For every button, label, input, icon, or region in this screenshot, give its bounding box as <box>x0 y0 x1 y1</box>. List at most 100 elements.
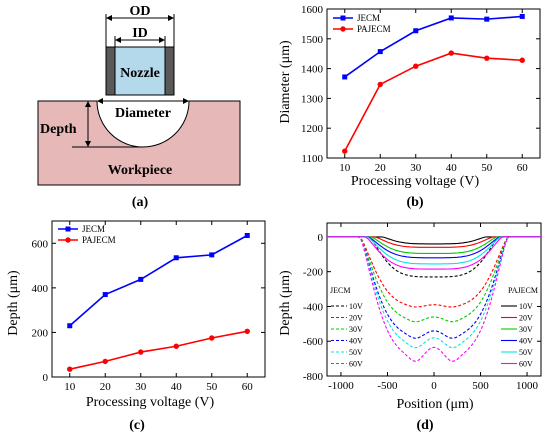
data-point-jecm <box>484 16 490 22</box>
data-point-jecm <box>244 232 250 238</box>
x-tick-label: 50 <box>206 381 218 393</box>
depth-label: Depth <box>40 122 77 137</box>
legend-label-pajecm-40V: 40V <box>519 337 533 346</box>
panel-label-a: (a) <box>132 195 149 210</box>
x-tick-label: -500 <box>377 380 398 392</box>
ylabel-b: Diameter (μm) <box>278 40 293 124</box>
legend-label-pajecm: PAJECM <box>82 235 116 245</box>
profile-pajecm-50V <box>327 236 541 265</box>
series-line-jecm <box>69 234 248 327</box>
x-tick-label: 20 <box>100 381 112 393</box>
x-tick-label: 60 <box>242 381 254 393</box>
legend-label-pajecm-50V: 50V <box>519 348 533 357</box>
data-point-pajecm <box>173 343 179 349</box>
legend-label-pajecm-10V: 10V <box>519 302 533 311</box>
x-tick-label: 500 <box>472 380 489 392</box>
y-tick-label: -400 <box>303 301 324 313</box>
profile-pajecm-20V <box>327 236 541 248</box>
x-tick-label: 40 <box>171 381 183 393</box>
chart-profiles: (d) Position (μm) Depth (μm) -1000 -500 0 5… <box>278 222 542 433</box>
legend-label-pajecm-20V: 20V <box>519 314 533 323</box>
data-point-pajecm <box>209 335 215 341</box>
diameter-label: Diameter <box>115 106 171 121</box>
data-point-pajecm <box>413 63 419 69</box>
x-tick-label: 30 <box>410 162 422 174</box>
panel-label-c: (c) <box>129 418 145 433</box>
x-tick-label: 10 <box>64 381 76 393</box>
x-tick-label: 20 <box>375 162 387 174</box>
nozzle-wall-right <box>164 46 175 96</box>
nozzle-inner <box>115 47 165 95</box>
y-tick-label: -800 <box>303 371 324 383</box>
data-point-pajecm <box>484 55 490 61</box>
legend-label-jecm-20V: 20V <box>349 314 363 323</box>
data-point-pajecm <box>138 349 144 355</box>
xlabel-b: Processing voltage (V) <box>351 174 480 189</box>
legend-label-jecm-50V: 50V <box>349 348 363 357</box>
y-tick-label: 1500 <box>301 34 324 46</box>
y-tick-label: 1600 <box>301 4 324 16</box>
legend-marker <box>65 226 71 232</box>
y-tick-label: -200 <box>303 267 324 279</box>
legend-label-jecm: JECM <box>357 13 380 23</box>
nozzle-label: Nozzle <box>120 66 160 81</box>
series-line-jecm <box>344 15 523 78</box>
y-tick-label: 1200 <box>301 123 324 135</box>
y-tick-label: 600 <box>32 238 49 250</box>
chart-depth: (c) Processing voltage (V) Depth (μm) 10… <box>6 220 266 433</box>
plot-frame <box>51 220 266 378</box>
x-tick-label: -1000 <box>328 380 354 392</box>
x-tick-label: 50 <box>481 162 493 174</box>
plot-frame <box>326 8 541 159</box>
data-point-pajecm <box>67 366 73 372</box>
data-point-pajecm <box>377 81 383 88</box>
data-point-jecm <box>519 13 525 19</box>
profile-pajecm-60V <box>327 236 541 270</box>
legend-label-jecm-60V: 60V <box>349 360 363 369</box>
data-point-jecm <box>67 323 73 329</box>
data-point-jecm <box>209 252 215 258</box>
data-point-pajecm <box>244 328 250 335</box>
data-point-pajecm <box>342 148 348 154</box>
y-tick-label: 200 <box>32 327 49 339</box>
legend-label-jecm-10V: 10V <box>349 302 363 311</box>
data-point-jecm <box>342 74 348 80</box>
x-tick-label: 40 <box>446 162 458 174</box>
ylabel-d: Depth (μm) <box>278 270 293 336</box>
legend-marker <box>65 237 71 243</box>
data-point-jecm <box>102 292 108 298</box>
x-tick-label: 10 <box>339 162 351 174</box>
panel-label-b: (b) <box>406 195 423 210</box>
y-tick-label: 1400 <box>301 64 324 76</box>
data-point-pajecm <box>102 358 108 365</box>
legend-marker <box>340 26 346 32</box>
xlabel-d: Position (μm) <box>396 397 473 412</box>
data-point-pajecm <box>448 50 454 56</box>
data-point-jecm <box>138 276 144 282</box>
y-tick-label: -600 <box>303 336 324 348</box>
x-tick-label: 30 <box>135 381 147 393</box>
legend-label-pajecm: PAJECM <box>357 24 391 34</box>
y-tick-label: 1100 <box>301 153 323 165</box>
series-line-pajecm <box>344 52 523 152</box>
y-tick-label: 400 <box>32 283 49 295</box>
legend-label-jecm-40V: 40V <box>349 337 363 346</box>
od-label: OD <box>130 4 151 19</box>
profile-jecm-10V <box>327 236 541 278</box>
legend-label-pajecm-30V: 30V <box>519 325 533 334</box>
panel-label-d: (d) <box>416 418 433 433</box>
legend-title-jecm: JECM <box>330 286 350 295</box>
series-line-pajecm <box>69 330 248 370</box>
y-tick-label: 0 <box>318 232 324 244</box>
data-point-pajecm <box>519 57 525 63</box>
chart-diameter: (b) Processing voltage (V) Diameter (μm)… <box>278 4 541 210</box>
legend-marker <box>340 15 346 21</box>
legend-label-jecm-30V: 30V <box>349 325 363 334</box>
schematic-diagram: OD ID Nozzle Diameter Depth Workpiece (a… <box>37 4 241 210</box>
workpiece-label: Workpiece <box>108 163 173 178</box>
data-point-jecm <box>377 49 383 55</box>
nozzle-wall-left <box>105 46 116 96</box>
y-tick-label: 1300 <box>301 93 324 105</box>
x-tick-label: 0 <box>431 380 437 392</box>
xlabel-c: Processing voltage (V) <box>86 395 215 410</box>
